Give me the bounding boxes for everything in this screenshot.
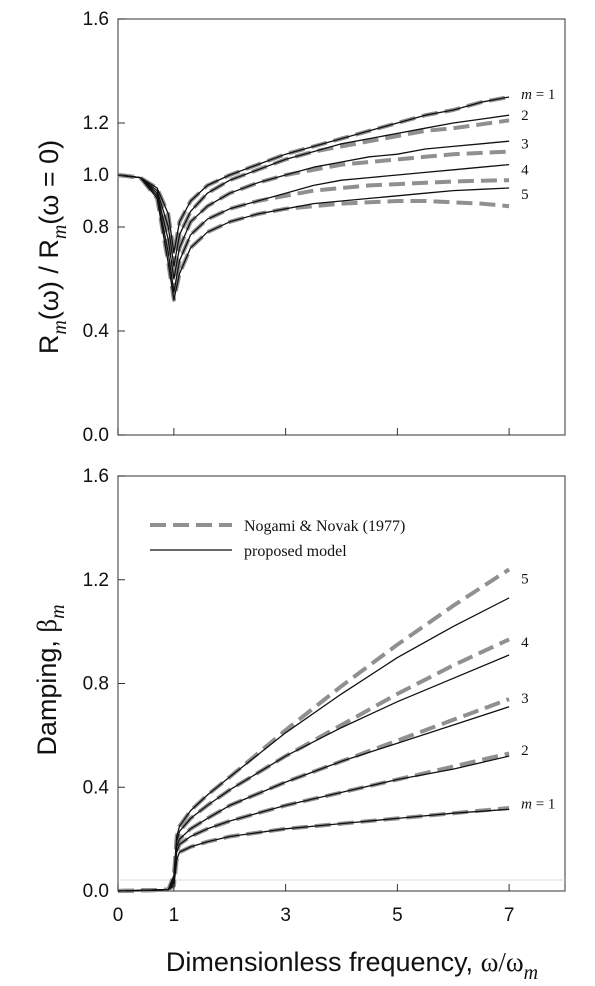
curve-label-m3: 3: [521, 136, 529, 152]
damping-x-ticks: 0 1 3 5 7: [113, 884, 515, 926]
resistance-panel: 0.0 0.4 0.8 1.0 1.2 1.6 m = 1 2 3 4 5 Rm(ω) / Rm(…: [34, 9, 566, 446]
y-tick-label: 1.0: [83, 165, 109, 186]
x-tick-label: 5: [392, 905, 403, 926]
proposed-model-curve-m5: [117, 174, 510, 301]
damping-plot-frame: [117, 475, 566, 892]
proposed-model-curve-m3: [117, 706, 510, 892]
curve-label-m2: 2: [521, 108, 529, 124]
nogami-novak-curve-m2: [117, 118, 510, 268]
proposed-model-curve-m1: [117, 96, 510, 254]
x-tick-label: 1: [169, 905, 180, 926]
nogami-novak-curve-m1: [117, 95, 510, 255]
proposed-model-curve-m3: [117, 140, 510, 280]
y-tick-label: 0.4: [83, 777, 110, 798]
curve-label-m5: 5: [521, 572, 529, 588]
proposed-model-curve-m2: [117, 755, 510, 892]
curve-label-m5: 5: [521, 187, 529, 203]
x-axis-title: Dimensionless frequency, ω/ωm: [166, 947, 538, 984]
legend-label-nogami: Nogami & Novak (1977): [244, 518, 405, 535]
x-tick-label: 0: [113, 905, 124, 926]
y-tick-label: 1.6: [83, 9, 109, 30]
proposed-model-curve-m2: [117, 114, 510, 267]
proposed-model-curve-m4: [117, 654, 510, 892]
resistance-x-ticks: [117, 428, 510, 435]
y-tick-label: 0.0: [83, 881, 109, 902]
damping-curve-labels: 5 4 3 2 m = 1: [521, 572, 555, 813]
y-tick-label: 1.2: [83, 570, 109, 591]
curve-label-m4: 4: [521, 635, 529, 651]
curve-label-m1: m = 1: [521, 87, 555, 103]
x-tick-label: 7: [504, 905, 515, 926]
resistance-curve-labels: m = 1 2 3 4 5: [521, 87, 555, 203]
curve-label-m1: m = 1: [521, 797, 555, 813]
x-tick-label: 3: [280, 905, 291, 926]
legend: Nogami & Novak (1977) proposed model: [150, 518, 405, 560]
damping-y-axis-title: Damping, βm: [32, 604, 69, 755]
damping-panel: 0.0 0.4 0.8 1.2 1.6 0 1 3 5 7 5 4 3 2 m = 1 Nogami &…: [32, 466, 566, 984]
resistance-y-axis-title: Rm(ω) / Rm(ω = 0): [34, 140, 71, 354]
damping-y-ticks: 0.0 0.4 0.8 1.2 1.6: [83, 466, 125, 902]
curve-label-m4: 4: [521, 162, 529, 178]
y-tick-label: 0.8: [83, 674, 109, 695]
y-tick-label: 0.0: [83, 425, 109, 446]
curve-label-m3: 3: [521, 691, 529, 707]
y-tick-label: 0.4: [83, 321, 110, 342]
legend-label-proposed: proposed model: [244, 543, 347, 560]
nogami-novak-curve-m5: [117, 567, 511, 893]
y-tick-label: 1.2: [83, 113, 109, 134]
resistance-curves: [117, 95, 510, 302]
proposed-model-curve-m5: [117, 597, 510, 892]
curve-label-m2: 2: [521, 743, 529, 759]
damping-curves: [117, 567, 511, 893]
y-tick-label: 0.8: [83, 217, 109, 238]
y-tick-label: 1.6: [83, 466, 109, 487]
resistance-y-ticks: 0.0 0.4 0.8 1.0 1.2 1.6: [83, 9, 125, 446]
proposed-model-curve-m4: [117, 163, 510, 293]
